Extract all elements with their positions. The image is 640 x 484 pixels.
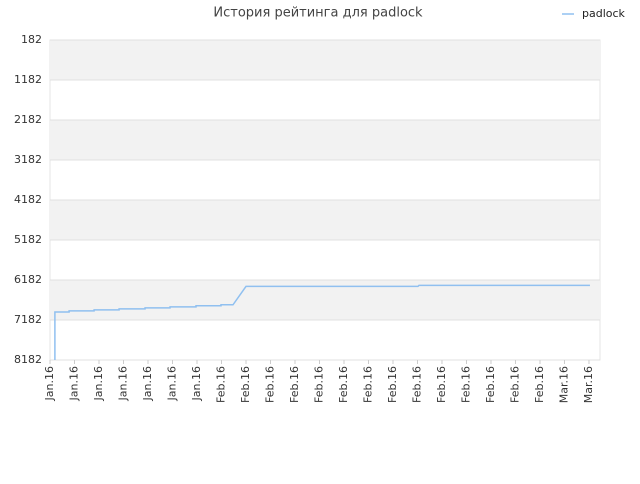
x-tick-label: Feb.16 — [410, 366, 423, 403]
y-tick-label: 6182 — [14, 273, 42, 286]
y-tick-label: 2182 — [14, 113, 42, 126]
legend-label: padlock — [582, 7, 626, 20]
x-tick-label: Jan.16 — [67, 366, 80, 401]
y-tick-label: 1182 — [14, 73, 42, 86]
x-tick-label: Jan.16 — [92, 366, 105, 401]
x-tick-label: Feb.16 — [484, 366, 497, 403]
x-tick-label: Jan.16 — [43, 366, 56, 401]
chart-title: История рейтинга для padlock — [213, 6, 423, 21]
x-tick-label: Feb.16 — [263, 366, 276, 403]
grid-band — [50, 200, 600, 240]
y-tick-label: 5182 — [14, 233, 42, 246]
line-series — [54, 284, 590, 360]
x-tick-label: Feb.16 — [288, 366, 301, 403]
x-tick-label: Feb.16 — [312, 366, 325, 403]
y-tick-label: 7182 — [14, 313, 42, 326]
grid-band — [50, 120, 600, 160]
x-tick-label: Jan.16 — [165, 366, 178, 401]
x-tick-label: Feb.16 — [337, 366, 350, 403]
y-tick-label: 3182 — [14, 153, 42, 166]
y-tick-label: 182 — [21, 33, 42, 46]
x-tick-label: Feb.16 — [459, 366, 472, 403]
x-tick-label: Feb.16 — [386, 366, 399, 403]
x-tick-label: Feb.16 — [435, 366, 448, 403]
x-tick-label: Mar.16 — [557, 366, 570, 403]
x-tick-label: Feb.16 — [239, 366, 252, 403]
y-tick-label: 8182 — [14, 353, 42, 366]
x-tick-label: Mar.16 — [582, 366, 595, 403]
x-tick-label: Feb.16 — [508, 366, 521, 403]
x-tick-label: Jan.16 — [116, 366, 129, 401]
x-tick-label: Jan.16 — [190, 366, 203, 401]
x-tick-label: Feb.16 — [214, 366, 227, 403]
y-tick-label: 4182 — [14, 193, 42, 206]
x-tick-label: Feb.16 — [361, 366, 374, 403]
grid-band — [50, 40, 600, 80]
x-tick-label: Feb.16 — [533, 366, 546, 403]
x-tick-label: Jan.16 — [141, 366, 154, 401]
